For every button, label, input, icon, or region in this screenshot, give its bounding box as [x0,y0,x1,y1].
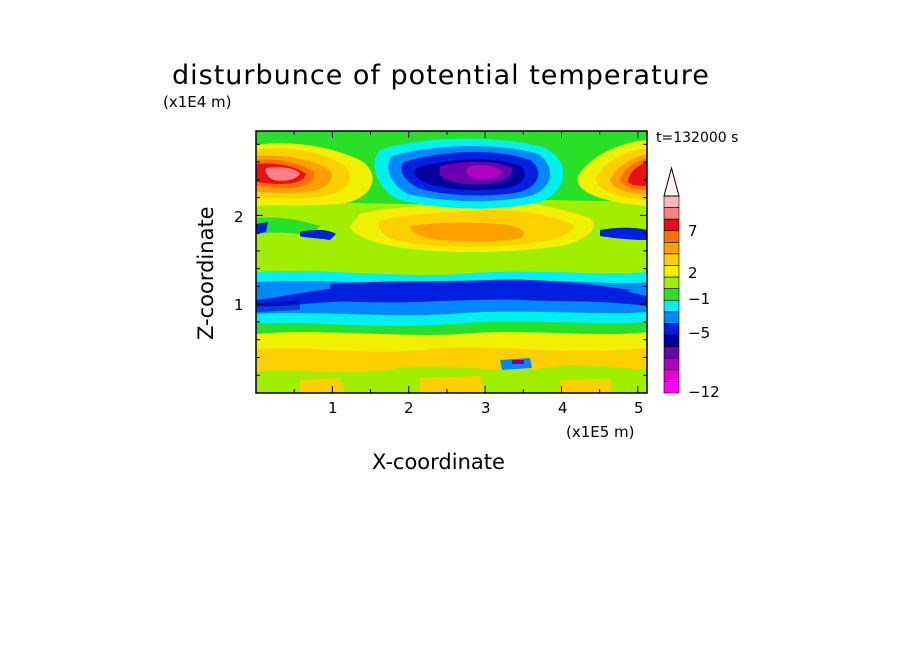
colorbar [663,166,680,394]
colorbar-tick-label: −5 [688,324,711,342]
x-tick-label: 2 [404,399,414,417]
x-tick-label: 4 [558,399,568,417]
colorbar-swatch [663,299,680,313]
colorbar-swatch [663,253,680,266]
colorbar-swatch [663,207,680,220]
colorbar-swatch [663,230,680,243]
y-unit-label: (x1E4 m) [163,93,232,111]
y-tick-label: 1 [234,296,244,314]
x-tick-label: 1 [328,399,338,417]
colorbar-swatch [663,288,680,301]
plot-frame [255,130,648,394]
colorbar-swatch [663,369,680,382]
contour-field [256,131,647,393]
y-tick-label: 2 [234,208,244,226]
chart-title: disturbunce of potential temperature [172,60,710,91]
colorbar-swatch [663,381,680,394]
x-tick-label: 5 [634,399,644,417]
colorbar-swatch [663,346,680,359]
colorbar-extend-arrow [663,166,680,197]
colorbar-tick-label: −1 [688,290,711,308]
time-label: t=132000 s [656,130,739,146]
x-tick-label: 3 [481,399,491,417]
colorbar-swatch [663,242,680,255]
x-unit-label: (x1E5 m) [566,423,635,441]
colorbar-swatch [663,323,680,336]
x-axis-label: X-coordinate [372,450,505,474]
colorbar-swatch [663,218,680,232]
colorbar-swatch [663,357,680,371]
colorbar-tick-label: −12 [688,383,720,401]
colorbar-swatch [663,276,680,290]
colorbar-tick-label: 2 [688,264,698,282]
colorbar-swatch [663,311,680,324]
axis-ticks [255,131,647,394]
colorbar-swatch [663,265,680,278]
colorbar-tick-label: 7 [688,222,698,240]
colorbar-swatch [663,334,680,347]
colorbar-swatch [663,195,680,208]
